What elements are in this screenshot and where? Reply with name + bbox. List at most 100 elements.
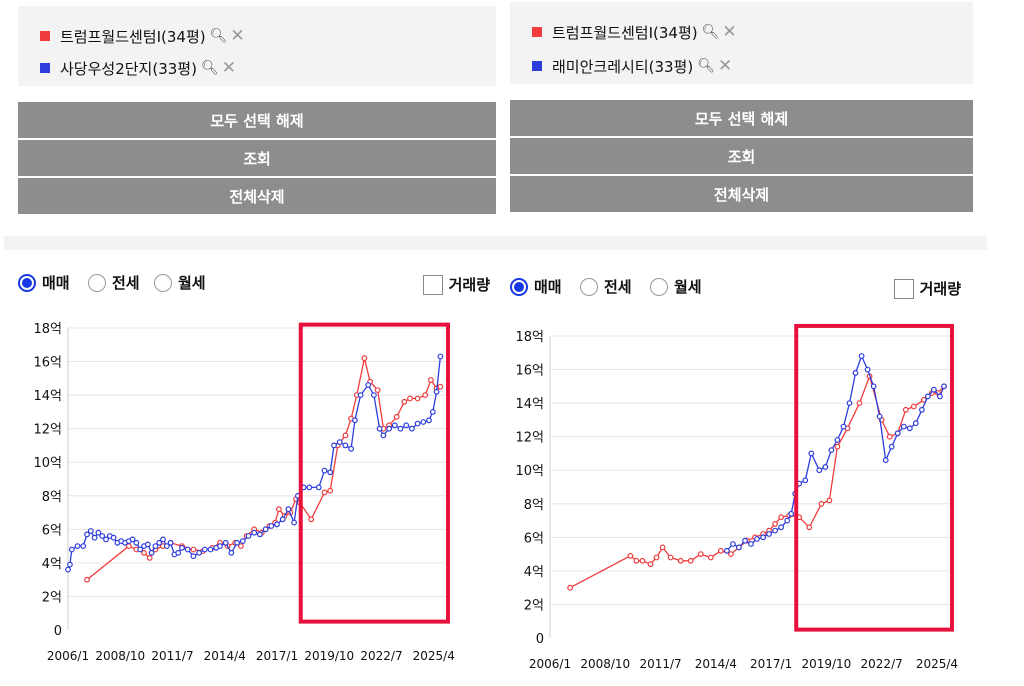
x-tick-label: 2011/7 — [639, 657, 681, 671]
radio-selected-icon — [510, 277, 528, 296]
data-point — [68, 546, 75, 553]
radio-sale[interactable]: 매매 — [18, 272, 70, 293]
data-point — [941, 383, 947, 390]
data-point — [428, 377, 434, 383]
search-icon[interactable]: 🔍︎ — [200, 60, 219, 76]
checkbox-box — [893, 278, 914, 299]
data-point — [846, 400, 853, 406]
highlight-box — [794, 323, 954, 632]
data-point — [167, 539, 174, 546]
y-tick-label: 14억 — [33, 389, 62, 404]
data-point — [808, 450, 815, 457]
legend-item: 래미안크레시티(33평) 🔍︎ ✕ — [532, 56, 732, 76]
data-point — [840, 423, 847, 430]
data-point — [308, 516, 315, 523]
data-point — [190, 546, 197, 553]
data-point — [361, 355, 368, 362]
data-point — [239, 538, 246, 545]
divider — [496, 236, 987, 250]
search-button[interactable]: 조회 — [18, 140, 496, 178]
radio-empty-icon — [580, 277, 598, 296]
radio-empty-icon — [154, 273, 172, 292]
data-point — [163, 543, 170, 550]
radio-label: 매매 — [42, 274, 70, 292]
legend-label: 트럼프월드센텀I(34평) — [60, 27, 206, 46]
data-point — [228, 549, 235, 556]
data-point — [201, 546, 208, 553]
radio-jeonse[interactable]: 전세 — [88, 272, 140, 293]
y-tick-label: 10억 — [33, 456, 62, 471]
y-tick-label: 12억 — [515, 431, 544, 446]
close-icon[interactable]: ✕ — [221, 58, 236, 78]
data-point — [802, 477, 809, 484]
deselect-all-button[interactable]: 모두 선택 해제 — [510, 100, 973, 138]
data-point — [876, 413, 883, 420]
data-point — [834, 437, 841, 443]
search-icon[interactable]: 🔍︎ — [697, 58, 715, 74]
data-point — [888, 443, 895, 450]
y-tick-label: 2억 — [524, 598, 544, 613]
data-point — [667, 554, 674, 561]
data-point — [806, 524, 813, 531]
radio-jeonse[interactable]: 전세 — [580, 276, 632, 297]
radio-label: 매매 — [534, 278, 562, 296]
data-point — [386, 425, 393, 432]
data-point — [677, 557, 684, 564]
data-point — [816, 467, 823, 474]
data-point — [784, 517, 791, 524]
series-color-swatch — [532, 61, 542, 71]
x-tick-label: 2019/10 — [304, 649, 354, 663]
data-point — [103, 536, 109, 543]
data-point — [306, 484, 313, 491]
trade-type-radio-group: 매매 전세 월세 거래량 — [18, 272, 496, 298]
left-panel: 트럼프월드센텀I(34평) 🔍︎ ✕ 사당우성2단지(33평) 🔍︎ ✕ 모두 … — [4, 0, 510, 686]
data-point — [910, 403, 917, 410]
data-point — [374, 387, 381, 393]
delete-all-button[interactable]: 전체삭제 — [18, 178, 496, 216]
data-point — [84, 531, 90, 538]
data-point — [222, 539, 229, 546]
data-point — [160, 536, 166, 543]
data-point — [380, 432, 387, 439]
data-point — [342, 442, 349, 449]
price-chart: 0 2억 4억 6억 8억 10억 12억 14억 16억 18억 2006/1 2008/10 201… — [33, 322, 454, 663]
radio-sale[interactable]: 매매 — [510, 276, 562, 297]
close-icon[interactable]: ✕ — [722, 22, 737, 42]
data-point — [285, 506, 292, 513]
data-point — [156, 539, 163, 546]
data-point — [754, 536, 760, 542]
data-point — [870, 383, 877, 390]
search-icon[interactable]: 🔍︎ — [701, 24, 720, 40]
data-point — [433, 388, 440, 395]
search-icon[interactable]: 🔍︎ — [209, 28, 228, 44]
close-icon[interactable]: ✕ — [230, 26, 245, 46]
radio-monthly[interactable]: 월세 — [154, 272, 206, 293]
volume-checkbox[interactable]: 거래량 — [422, 274, 490, 295]
data-point — [647, 561, 654, 568]
data-point — [217, 543, 223, 550]
delete-all-button[interactable]: 전체삭제 — [510, 176, 973, 214]
x-tick-label: 2017/1 — [256, 649, 298, 663]
x-tick-label: 2022/7 — [360, 649, 402, 663]
volume-checkbox[interactable]: 거래량 — [893, 278, 961, 299]
data-point — [864, 366, 871, 373]
data-point — [567, 584, 573, 591]
data-point — [67, 561, 73, 568]
data-point — [828, 447, 835, 454]
x-tick-label: 2025/4 — [916, 657, 958, 671]
close-icon[interactable]: ✕ — [717, 56, 733, 76]
deselect-all-button[interactable]: 모두 선택 해제 — [18, 102, 496, 140]
data-point — [148, 549, 155, 556]
data-point — [403, 422, 410, 429]
data-point — [772, 520, 779, 527]
data-point — [234, 539, 241, 546]
data-point — [742, 537, 748, 544]
search-button[interactable]: 조회 — [510, 138, 973, 176]
data-point — [279, 516, 286, 523]
data-point — [84, 576, 90, 583]
data-point — [237, 543, 244, 550]
radio-monthly[interactable]: 월세 — [650, 276, 702, 297]
data-point — [196, 549, 203, 556]
data-point — [141, 549, 147, 556]
data-point — [409, 425, 415, 432]
